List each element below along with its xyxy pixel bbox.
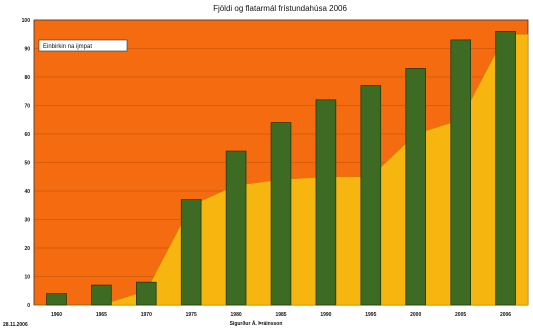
y-tick-label: 20 — [24, 246, 30, 252]
bar — [405, 68, 426, 306]
y-tick-label: 30 — [24, 218, 30, 224]
y-tick-label: 50 — [24, 161, 30, 167]
legend: Einbirkin na ijmpat — [38, 39, 128, 52]
bar — [360, 85, 382, 306]
y-tick-label: 40 — [24, 189, 30, 195]
legend-box — [38, 39, 128, 52]
y-tick-label: 90 — [24, 47, 30, 53]
bar — [450, 39, 471, 306]
bar — [315, 99, 337, 306]
y-axis-tick-labels: 0 10 20 30 40 50 60 70 80 90 100 — [22, 18, 31, 309]
bar — [180, 199, 202, 306]
legend-label: Einbirkin na ijmpat — [43, 44, 92, 50]
footer-author: Sigurður Á. Þráinsson — [230, 320, 283, 327]
y-tick-label: 0 — [27, 303, 30, 309]
x-tick-label: 2000 — [410, 312, 421, 318]
x-tick-label: 1970 — [141, 312, 152, 318]
x-tick-label: 1980 — [231, 312, 242, 318]
footer-date: 28.11.2006 — [3, 322, 28, 328]
bar — [495, 30, 516, 306]
x-tick-label: 1975 — [186, 312, 197, 318]
x-tick-label: 1960 — [51, 312, 62, 318]
y-tick-label: 60 — [24, 132, 30, 138]
x-tick-label: 1990 — [320, 312, 331, 318]
x-tick-label: 2005 — [455, 312, 466, 318]
y-tick-label: 80 — [24, 75, 30, 81]
x-tick-label: 2006 — [500, 312, 511, 318]
y-tick-label: 70 — [24, 104, 30, 110]
x-axis-tick-labels: 1960 1965 1970 1975 1980 1985 1990 1995 2000 2005… — [51, 312, 511, 318]
x-tick-label: 1985 — [275, 312, 286, 318]
x-tick-label: 1995 — [365, 312, 376, 318]
chart-title: Fjöldi og flatarmál frístundahúsa 2006 — [213, 4, 347, 13]
x-tick-label: 1965 — [96, 312, 107, 318]
bar — [91, 284, 112, 306]
bar — [46, 293, 67, 306]
bar — [135, 281, 157, 306]
y-tick-label: 100 — [22, 18, 31, 24]
bar — [270, 122, 292, 306]
bar — [225, 150, 247, 306]
y-tick-label: 10 — [24, 275, 30, 281]
bar-series — [46, 30, 516, 306]
